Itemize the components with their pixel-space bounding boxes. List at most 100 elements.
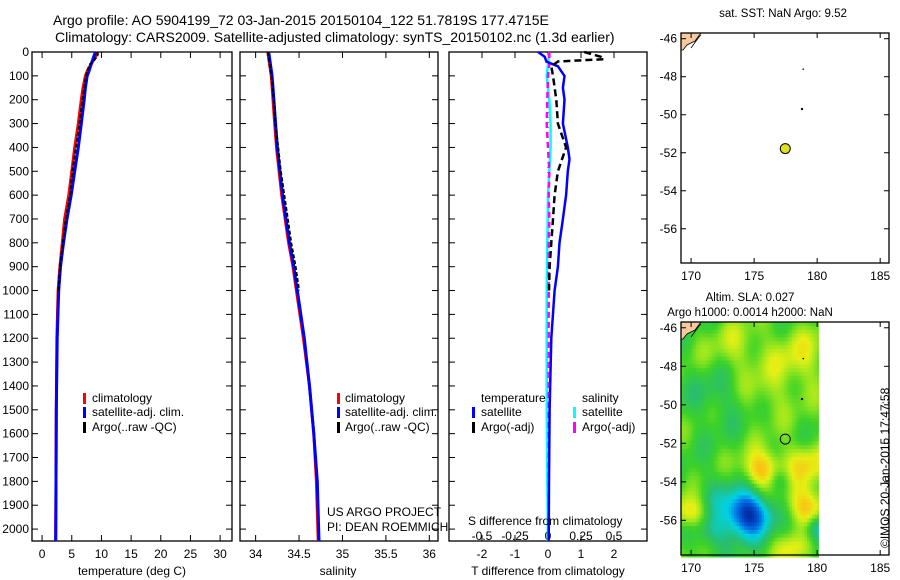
sla-cell <box>797 537 800 543</box>
sla-cell <box>733 460 737 465</box>
sla-cell <box>771 406 775 412</box>
sla-cell <box>683 387 687 392</box>
sla-cell <box>804 391 808 396</box>
sla-cell <box>736 476 740 481</box>
sla-cell <box>723 441 727 446</box>
sla-cell <box>764 456 768 462</box>
sla-cell <box>794 383 798 388</box>
sla-cell <box>786 414 790 419</box>
s-difference-label: S difference from climatology <box>468 514 623 528</box>
sla-cell <box>754 364 758 369</box>
sla-cell <box>771 341 775 346</box>
sla-cell <box>696 387 700 392</box>
sla-cell <box>698 325 702 331</box>
sla-cell <box>696 383 700 388</box>
sla-cell <box>736 356 740 362</box>
sla-cell <box>774 360 778 365</box>
sla-cell <box>721 349 725 354</box>
sla-cell <box>786 322 790 327</box>
project-line1: US ARGO PROJECT <box>327 505 442 519</box>
sla-cell <box>759 452 763 458</box>
sla-cell <box>804 414 808 419</box>
sla-cell <box>794 452 798 458</box>
sla-cell <box>789 325 793 331</box>
sla-cell <box>749 499 753 504</box>
sla-cell <box>681 375 684 381</box>
sla-cell <box>776 429 780 435</box>
sla-cell <box>807 495 811 500</box>
sla-cell <box>703 491 707 496</box>
sla-cell <box>794 464 798 469</box>
sla-cell <box>749 375 753 381</box>
x-tick-label: 2 <box>611 547 618 561</box>
sla-cell <box>809 449 813 454</box>
sla-cell <box>744 537 747 543</box>
sla-cell <box>739 526 742 531</box>
sla-cell <box>746 445 750 450</box>
sla-cell <box>728 456 732 462</box>
sla-cell <box>721 437 725 442</box>
sla-cell <box>781 329 785 335</box>
sla-cell <box>744 545 747 550</box>
sla-cell <box>731 379 735 385</box>
sla-cell <box>751 499 755 504</box>
sla-cell <box>769 510 773 516</box>
sla-cell <box>751 510 755 516</box>
sla-cell <box>696 468 700 473</box>
sla-cell <box>733 368 737 373</box>
sla-cell <box>812 491 816 496</box>
sla-cell <box>774 506 778 512</box>
sla-cell <box>691 472 695 477</box>
sla-cell <box>756 372 760 377</box>
sla-cell <box>703 418 707 423</box>
sla-cell <box>686 441 689 446</box>
sla-cell <box>769 395 773 400</box>
sla-cell <box>769 456 773 462</box>
sla-cell <box>688 356 692 362</box>
sla-cell <box>779 468 783 473</box>
sla-cell <box>779 429 783 435</box>
sla-cell <box>817 479 819 485</box>
sla-cell <box>733 399 737 404</box>
sla-cell <box>731 345 735 350</box>
sla-cell <box>759 391 763 396</box>
sla-cell <box>781 426 785 431</box>
sla-cell <box>794 468 798 473</box>
sla-cell <box>812 418 816 423</box>
sla-cell <box>728 526 732 531</box>
sla-cell <box>766 364 770 369</box>
sla-cell <box>809 322 813 327</box>
sla-cell <box>776 476 780 481</box>
sla-cell <box>681 514 684 519</box>
sla-cell <box>766 352 770 358</box>
sla-cell <box>716 541 720 546</box>
sla-cell <box>721 526 725 531</box>
sla-cell <box>686 352 689 358</box>
figure-title-line2: Climatology: CARS2009. Satellite-adjuste… <box>55 29 615 45</box>
island-dot <box>802 357 805 360</box>
sla-cell <box>739 402 742 408</box>
sla-cell <box>771 441 775 446</box>
sla-cell <box>733 487 737 492</box>
sla-cell <box>807 487 811 492</box>
sla-cell <box>799 372 803 377</box>
sla-cell <box>686 476 689 481</box>
sla-cell <box>716 337 720 342</box>
sla-cell <box>711 375 715 381</box>
sla-cell <box>779 406 783 412</box>
sla-cell <box>693 495 697 500</box>
sla-cell <box>696 337 700 342</box>
y-tick-label: 100 <box>9 69 29 83</box>
sla-cell <box>686 375 689 381</box>
sla-cell <box>708 337 712 342</box>
sla-cell <box>764 337 768 342</box>
sla-cell <box>698 337 702 342</box>
sla-cell <box>681 522 684 527</box>
sla-cell <box>693 460 697 465</box>
sla-cell <box>766 429 770 435</box>
sla-cell <box>713 391 717 396</box>
sla-cell <box>784 510 788 516</box>
sla-cell <box>797 395 800 400</box>
sla-cell <box>812 445 816 450</box>
sla-cell <box>797 549 800 554</box>
